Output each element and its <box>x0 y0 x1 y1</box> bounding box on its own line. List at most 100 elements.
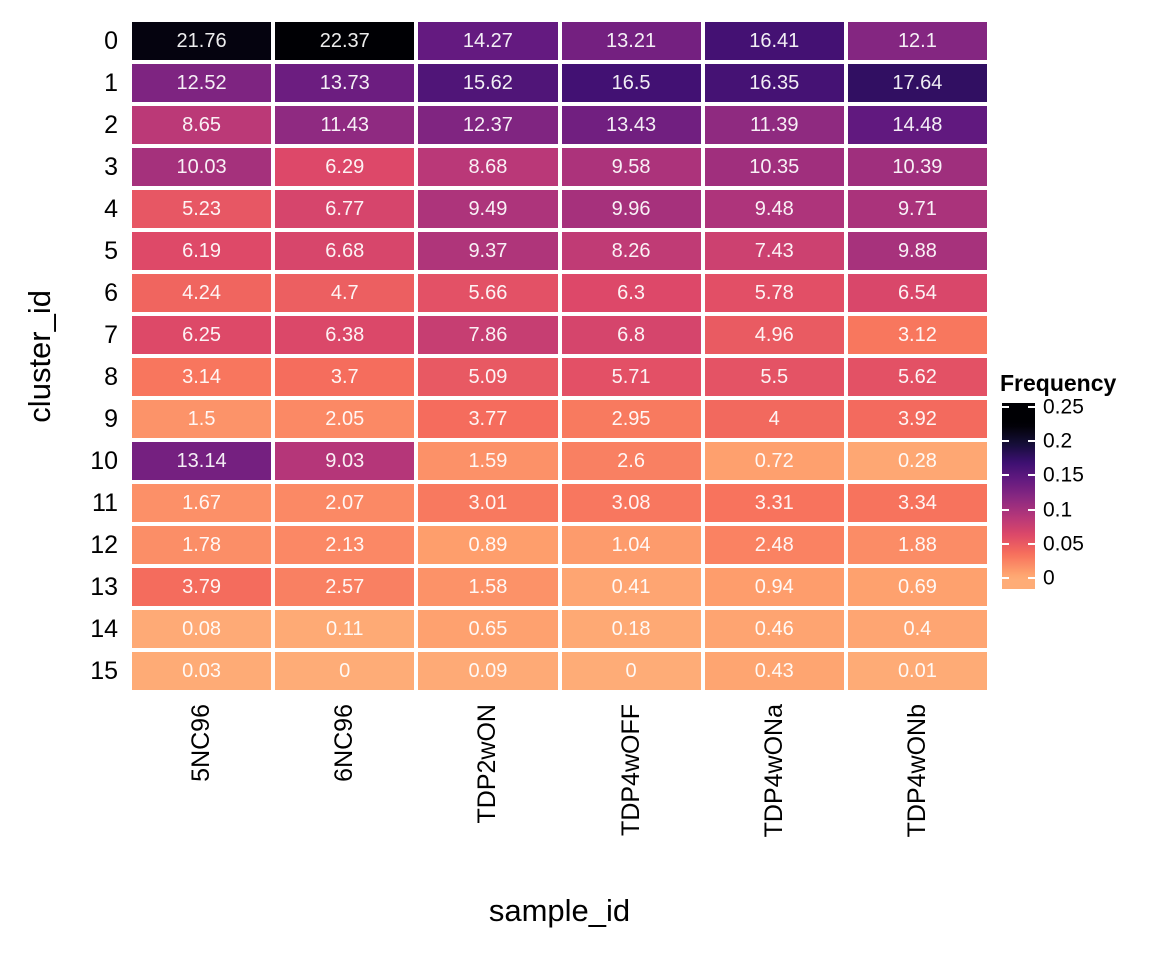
cell-value-label: 2.48 <box>754 534 794 556</box>
y-tick-label: 5 <box>104 236 118 265</box>
heatmap-cell: 0.43 <box>704 652 844 690</box>
heatmap-cell: 3.79 <box>132 568 272 606</box>
cell-value-label: 6.68 <box>325 240 365 262</box>
cell-value-label: 5.78 <box>754 282 794 304</box>
legend-tick-mark <box>1002 474 1009 477</box>
legend-tick-label: 0.2 <box>1043 429 1073 453</box>
cell-value-label: 0.18 <box>611 618 651 640</box>
x-tick-label: 6NC96 <box>275 704 414 879</box>
cell-value-label: 4.7 <box>330 282 359 304</box>
heatmap-cell: 12.52 <box>132 64 272 102</box>
heatmap-cell: 6.68 <box>275 232 415 270</box>
cell-value-label: 3.01 <box>468 492 508 514</box>
cell-value-label: 9.88 <box>897 240 937 262</box>
x-tick-label-text: TDP4wONa <box>759 704 788 838</box>
heatmap-cell: 3.77 <box>418 400 558 438</box>
y-tick-label: 12 <box>90 530 118 559</box>
heatmap-cell: 0.18 <box>561 610 701 648</box>
cell-value-label: 0.89 <box>468 534 508 556</box>
cell-value-label: 7.86 <box>468 324 508 346</box>
cell-value-label: 5.71 <box>611 366 651 388</box>
heatmap-cell: 9.58 <box>561 148 701 186</box>
y-tick-label: 0 <box>104 26 118 55</box>
heatmap-cell: 0.28 <box>847 442 987 480</box>
heatmap-cell: 0.46 <box>704 610 844 648</box>
cell-value-label: 3.7 <box>330 366 359 388</box>
cell-value-label: 4.24 <box>182 282 222 304</box>
cell-value-label: 2.6 <box>617 450 645 472</box>
legend-tick-label: 0.05 <box>1043 532 1084 556</box>
heatmap-cell: 5.5 <box>704 358 844 396</box>
cell-value-label: 1.88 <box>897 534 937 556</box>
cell-value-label: 14.48 <box>892 114 943 136</box>
cell-value-label: 7.43 <box>754 240 794 262</box>
x-tick-label-text: TDP4wOFF <box>616 704 645 836</box>
x-tick-label-text: 6NC96 <box>330 704 359 782</box>
legend-tick-mark <box>1002 577 1009 580</box>
cell-value-label: 17.64 <box>892 72 943 94</box>
cell-value-label: 0.01 <box>897 660 937 682</box>
legend-tick-label: 0 <box>1043 566 1055 590</box>
cell-value-label: 0.4 <box>903 618 932 640</box>
cell-value-label: 16.41 <box>749 30 800 52</box>
heatmap-cell: 14.48 <box>847 106 987 144</box>
heatmap-cell: 3.7 <box>275 358 415 396</box>
heatmap-cell: 6.19 <box>132 232 272 270</box>
heatmap-cell: 8.26 <box>561 232 701 270</box>
heatmap-cell: 9.96 <box>561 190 701 228</box>
cell-value-label: 1.67 <box>182 492 222 514</box>
cell-value-label: 5.5 <box>760 366 789 388</box>
cell-value-label: 0.94 <box>754 576 794 598</box>
heatmap-cell: 1.88 <box>847 526 987 564</box>
x-tick-label-text: TDP4wONb <box>902 704 931 838</box>
cell-value-label: 6.8 <box>617 324 645 346</box>
cell-value-label: 2.07 <box>325 492 365 514</box>
cell-value-label: 6.54 <box>897 282 937 304</box>
cell-value-label: 3.31 <box>754 492 794 514</box>
y-tick-label: 9 <box>104 404 118 433</box>
cell-value-label: 0.69 <box>897 576 937 598</box>
cell-value-label: 13.43 <box>606 114 657 136</box>
heatmap-cell: 0.4 <box>847 610 987 648</box>
heatmap-cell: 21.76 <box>132 22 272 60</box>
heatmap-cell: 6.3 <box>561 274 701 312</box>
cell-value-label: 0 <box>339 660 351 682</box>
heatmap-cell: 2.13 <box>275 526 415 564</box>
heatmap-cell: 6.29 <box>275 148 415 186</box>
y-tick-label: 3 <box>104 152 118 181</box>
heatmap-cell: 6.38 <box>275 316 415 354</box>
cell-value-label: 11.39 <box>749 114 799 136</box>
heatmap-grid: 21.76 22.37 14.27 13.21 16.41 12.1 12.52 13.73 1… <box>132 22 987 690</box>
heatmap-cell: 12.37 <box>418 106 558 144</box>
x-tick-label: TDP4wONb <box>848 704 987 879</box>
cell-value-label: 3.92 <box>897 408 937 430</box>
heatmap-cell: 0.01 <box>847 652 987 690</box>
cell-value-label: 1.59 <box>468 450 508 472</box>
y-tick-label: 13 <box>90 572 118 601</box>
heatmap-cell: 8.65 <box>132 106 272 144</box>
heatmap-cell: 10.39 <box>847 148 987 186</box>
y-tick-label: 10 <box>90 446 118 475</box>
cell-value-label: 3.77 <box>468 408 508 430</box>
heatmap-cell: 3.08 <box>561 484 701 522</box>
heatmap-cell: 1.58 <box>418 568 558 606</box>
legend-tick-mark <box>1002 542 1009 545</box>
cell-value-label: 16.5 <box>611 72 651 94</box>
cell-value-label: 0.03 <box>182 660 222 682</box>
cell-value-label: 5.09 <box>468 366 508 388</box>
cell-value-label: 6.19 <box>182 240 222 262</box>
heatmap-cell: 4.96 <box>704 316 844 354</box>
cell-value-label: 0.43 <box>754 660 794 682</box>
heatmap-cell: 0.72 <box>704 442 844 480</box>
y-tick-label: 7 <box>104 320 118 349</box>
cell-value-label: 0.72 <box>754 450 794 472</box>
heatmap-cell: 9.71 <box>847 190 987 228</box>
cell-value-label: 8.68 <box>468 156 508 178</box>
heatmap-cell: 5.66 <box>418 274 558 312</box>
heatmap-cell: 9.49 <box>418 190 558 228</box>
cell-value-label: 10.39 <box>892 156 943 178</box>
cell-value-label: 0 <box>625 660 637 682</box>
legend-tick-mark <box>1028 440 1035 443</box>
cell-value-label: 9.58 <box>611 156 651 178</box>
legend-colorbar <box>1002 403 1035 589</box>
